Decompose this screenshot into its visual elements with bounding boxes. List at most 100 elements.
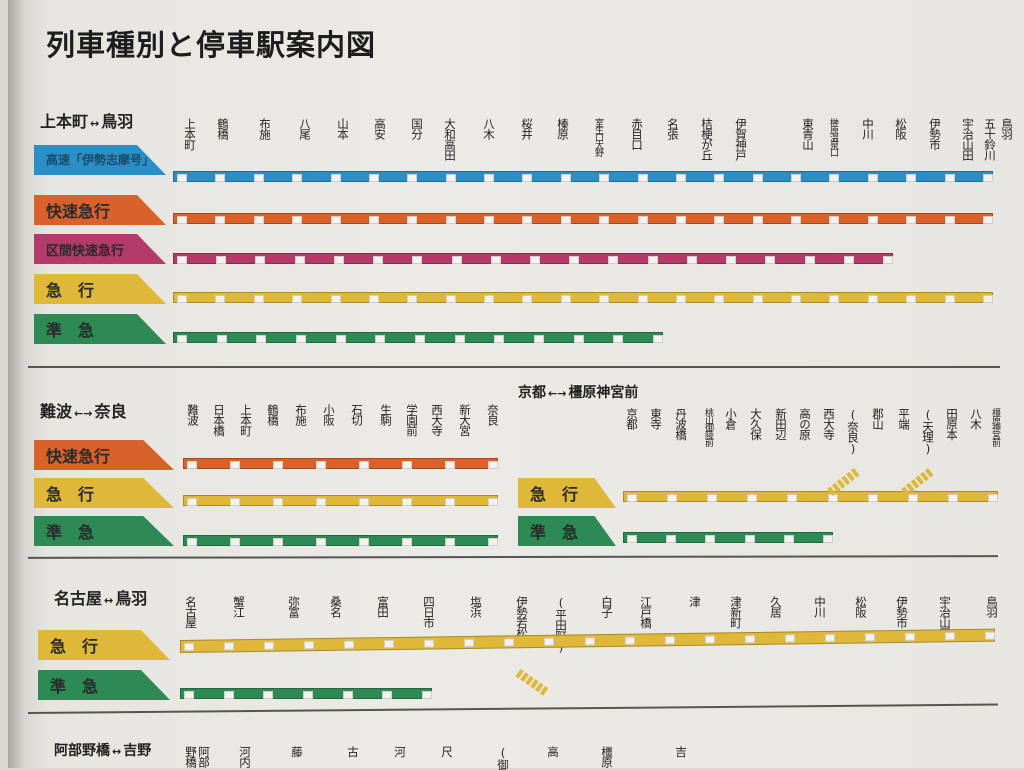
line-semi-express	[173, 332, 663, 343]
stop-marker	[184, 691, 194, 699]
stop-marker	[294, 256, 305, 264]
route-title-kyoto-kashiharajingumae: 京都 ←→ 橿原神宮前	[518, 382, 638, 402]
stop-marker	[983, 216, 993, 224]
stop-marker	[384, 640, 395, 649]
station-label: 鳥羽	[985, 596, 999, 617]
station-label: 大和高田	[443, 118, 457, 160]
station-label: 難波	[186, 404, 200, 425]
stop-marker	[368, 174, 379, 182]
stop-marker	[223, 642, 235, 651]
stop-marker	[359, 498, 369, 506]
stop-marker	[599, 295, 610, 303]
stop-marker	[333, 256, 344, 264]
stop-marker	[744, 634, 755, 644]
station-label: 中川	[813, 596, 827, 617]
station-label: 上本町	[239, 404, 253, 436]
stop-marker	[599, 174, 610, 182]
station-label: (御	[496, 746, 510, 770]
stop-marker	[230, 498, 240, 506]
book-spine	[8, 0, 24, 768]
line-rapid-express	[183, 458, 498, 469]
station-label: 室生口大野	[593, 118, 603, 156]
stop-marker	[747, 494, 758, 502]
stop-marker	[330, 174, 341, 182]
station-label: 国分	[410, 118, 424, 139]
stop-marker	[382, 691, 393, 699]
stop-marker	[944, 174, 955, 182]
stop-marker	[359, 461, 369, 469]
route-from: 阿部野橋	[54, 743, 110, 759]
stop-marker	[829, 295, 840, 303]
stop-marker	[783, 535, 794, 543]
station-label: 桜井	[520, 118, 534, 139]
service-badge-semi-express: 準 急	[38, 670, 170, 700]
route-from: 名古屋	[54, 589, 103, 608]
stop-marker	[342, 691, 353, 699]
stop-marker	[407, 295, 418, 303]
stop-marker	[627, 494, 637, 502]
stop-marker	[560, 174, 571, 182]
arrow-icon: ↔	[112, 745, 122, 758]
stop-marker	[675, 295, 686, 303]
stop-marker	[613, 335, 624, 343]
stop-marker	[292, 174, 303, 182]
branch-suzuka	[515, 668, 549, 696]
stop-marker	[183, 642, 195, 651]
stop-marker	[177, 174, 187, 182]
stop-marker	[504, 638, 515, 647]
station-label: 奈良	[486, 404, 500, 425]
arrow-icon: ↔	[104, 594, 114, 607]
stop-marker	[330, 216, 341, 224]
route-title-namba-nara: 難波 ←→ 奈良	[40, 398, 126, 422]
stop-marker	[253, 216, 264, 224]
stop-marker	[804, 256, 815, 264]
stop-marker	[726, 256, 737, 264]
stop-marker	[445, 174, 456, 182]
stop-marker	[983, 174, 993, 182]
route-to: 鳥羽	[115, 589, 148, 608]
stop-marker	[867, 295, 878, 303]
stop-marker	[714, 295, 725, 303]
stop-marker	[664, 636, 675, 645]
stop-marker	[273, 538, 283, 546]
stop-marker	[177, 256, 187, 264]
stop-marker	[494, 335, 505, 343]
stop-marker	[215, 295, 226, 303]
route-title-abenobashi-yoshino: 阿部野橋 ↔ 吉野	[54, 740, 151, 760]
stop-marker	[829, 174, 840, 182]
stop-marker	[522, 174, 533, 182]
station-label: 河内	[238, 746, 252, 767]
stop-marker	[230, 538, 240, 546]
stop-marker	[304, 641, 315, 650]
stop-marker	[230, 461, 240, 469]
stop-marker	[560, 295, 571, 303]
divider	[27, 703, 998, 714]
stop-marker	[686, 256, 697, 264]
stop-marker	[988, 494, 998, 502]
line-express	[183, 495, 498, 506]
stop-marker	[223, 691, 234, 699]
page-title: 列車種別と停車駅案内図	[46, 28, 377, 62]
station-label: 高の原	[798, 408, 812, 440]
stop-marker	[904, 632, 915, 641]
stop-marker	[488, 461, 498, 469]
stop-marker	[177, 216, 187, 224]
stop-marker	[484, 216, 495, 224]
stop-marker	[424, 639, 435, 648]
stop-marker	[407, 174, 418, 182]
station-label: 宇治山田	[938, 596, 952, 638]
stop-marker	[253, 295, 264, 303]
stop-marker	[215, 174, 226, 182]
stop-marker	[375, 335, 386, 343]
station-label: 中川	[861, 118, 875, 139]
station-label: 日本橋	[212, 404, 226, 436]
stop-marker	[864, 633, 875, 642]
station-label: 伊賀神戸	[734, 118, 748, 160]
station-label: 八木	[482, 118, 496, 139]
station-label: 桔梗が丘	[700, 118, 714, 160]
stop-marker	[984, 631, 995, 640]
station-label: 榛原	[556, 118, 570, 139]
stop-marker	[714, 174, 725, 182]
stop-marker	[752, 295, 763, 303]
stop-marker	[883, 256, 893, 264]
